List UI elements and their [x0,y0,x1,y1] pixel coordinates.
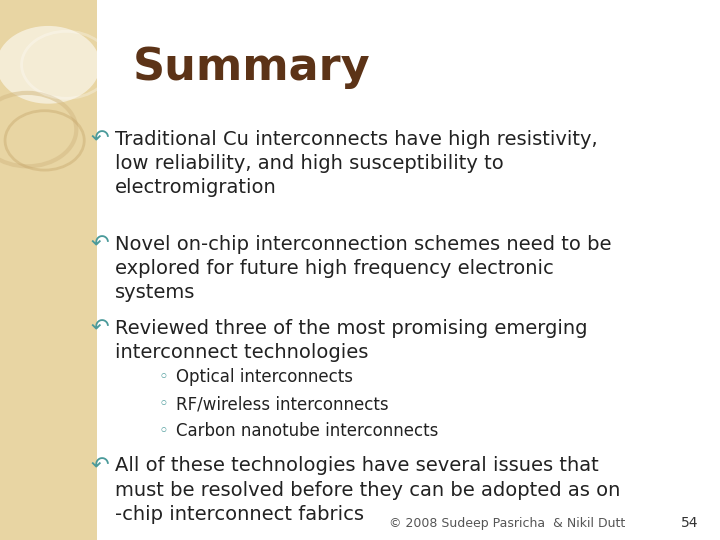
Text: ↶: ↶ [91,235,109,255]
Text: ↶: ↶ [91,130,109,150]
Text: Summary: Summary [133,46,371,89]
Text: All of these technologies have several issues that
must be resolved before they : All of these technologies have several i… [115,456,621,524]
Text: Carbon nanotube interconnects: Carbon nanotube interconnects [176,422,438,440]
Text: ◦: ◦ [158,368,168,386]
Text: RF/wireless interconnects: RF/wireless interconnects [176,395,389,413]
Text: Traditional Cu interconnects have high resistivity,
low reliability, and high su: Traditional Cu interconnects have high r… [115,130,598,197]
Text: ◦: ◦ [158,422,168,440]
Text: 54: 54 [681,516,698,530]
Text: Optical interconnects: Optical interconnects [176,368,354,386]
Text: ◦: ◦ [158,395,168,413]
FancyBboxPatch shape [0,0,97,540]
Text: ↶: ↶ [91,456,109,476]
Text: Reviewed three of the most promising emerging
interconnect technologies: Reviewed three of the most promising eme… [115,319,588,362]
Circle shape [0,26,100,104]
Text: Novel on-chip interconnection schemes need to be
explored for future high freque: Novel on-chip interconnection schemes ne… [115,235,612,302]
Text: ↶: ↶ [91,319,109,339]
Text: © 2008 Sudeep Pasricha  & Nikil Dutt: © 2008 Sudeep Pasricha & Nikil Dutt [389,517,625,530]
